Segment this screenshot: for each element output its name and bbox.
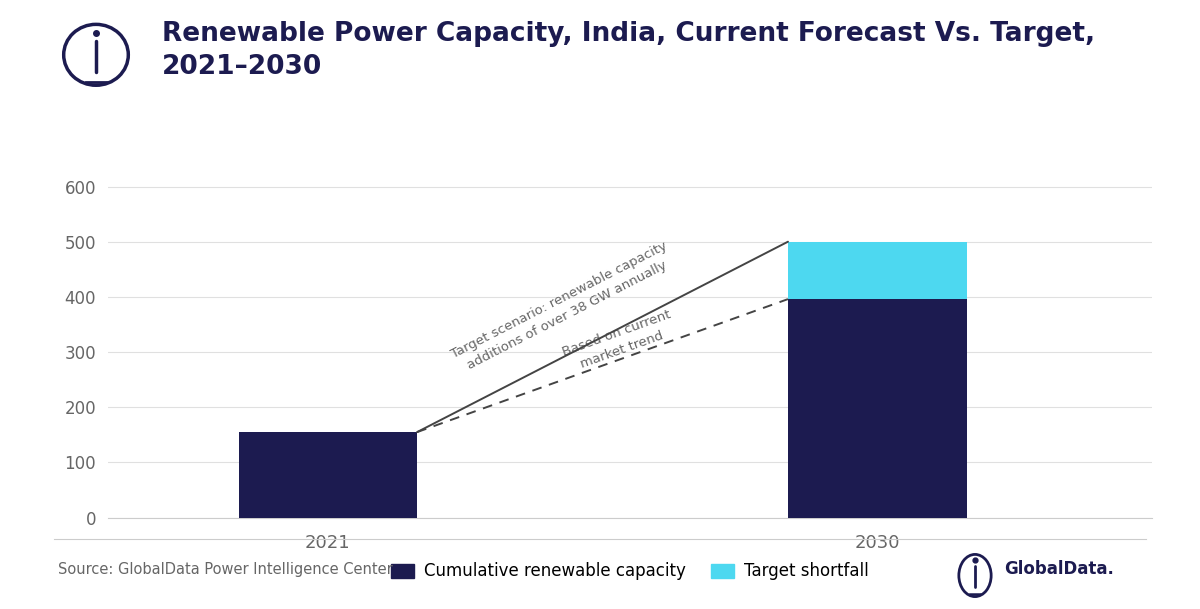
Bar (788, 242, 966, 299)
Bar (239, 432, 418, 518)
Text: Source: GlobalData Power Intelligence Center: Source: GlobalData Power Intelligence Ce… (58, 562, 392, 577)
Legend: Cumulative renewable capacity, Target shortfall: Cumulative renewable capacity, Target sh… (384, 555, 876, 587)
Text: Based on current
market trend: Based on current market trend (560, 308, 678, 375)
Text: Renewable Power Capacity, India, Current Forecast Vs. Target,
2021–2030: Renewable Power Capacity, India, Current… (162, 21, 1096, 80)
Text: GlobalData.: GlobalData. (1004, 560, 1115, 579)
Bar (788, 299, 966, 518)
Text: Target scenario: renewable capacity
additions of over 38 GW annually: Target scenario: renewable capacity addi… (449, 240, 677, 376)
